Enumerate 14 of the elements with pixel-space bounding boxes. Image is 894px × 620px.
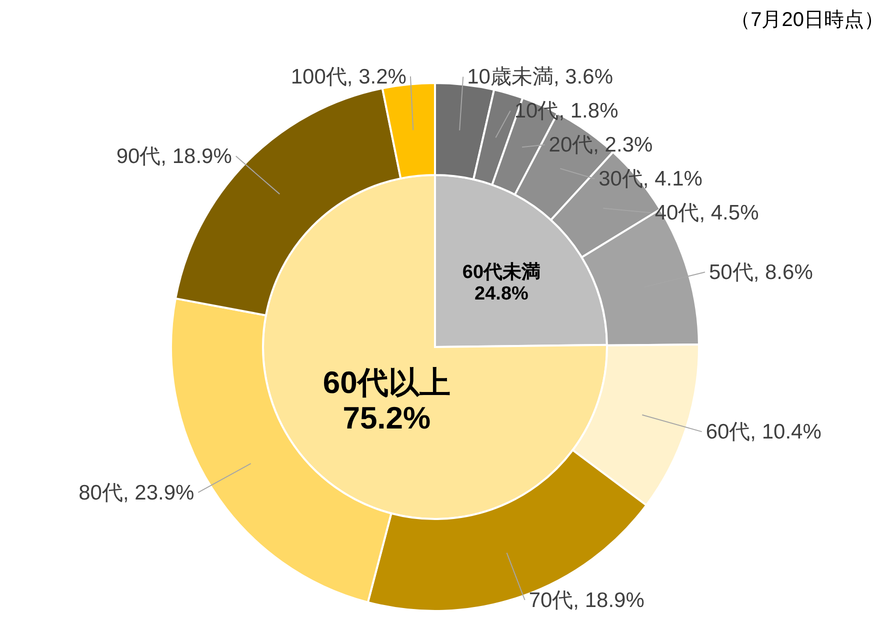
slice-label: 100代, 3.2%: [290, 65, 406, 88]
slice-label: 40代, 4.5%: [654, 202, 759, 225]
slice-label: 70代, 18.9%: [528, 589, 644, 612]
slice-label: 10歳未満, 3.6%: [467, 66, 614, 89]
data-label: 75.2%: [342, 400, 431, 436]
slice-label: 60代, 10.4%: [706, 420, 822, 444]
slice-label: 60代未満: [462, 260, 541, 283]
data-label: 24.8%: [474, 284, 529, 305]
slice-label: 80代, 23.9%: [78, 481, 194, 504]
text: （7月20日時点）: [730, 9, 884, 31]
slice-label: 60代以上: [322, 364, 450, 400]
slice-label: 90代, 18.9%: [116, 145, 232, 168]
slice-label: 50代, 8.6%: [708, 261, 813, 284]
slice-label: 20代, 2.3%: [548, 134, 653, 157]
